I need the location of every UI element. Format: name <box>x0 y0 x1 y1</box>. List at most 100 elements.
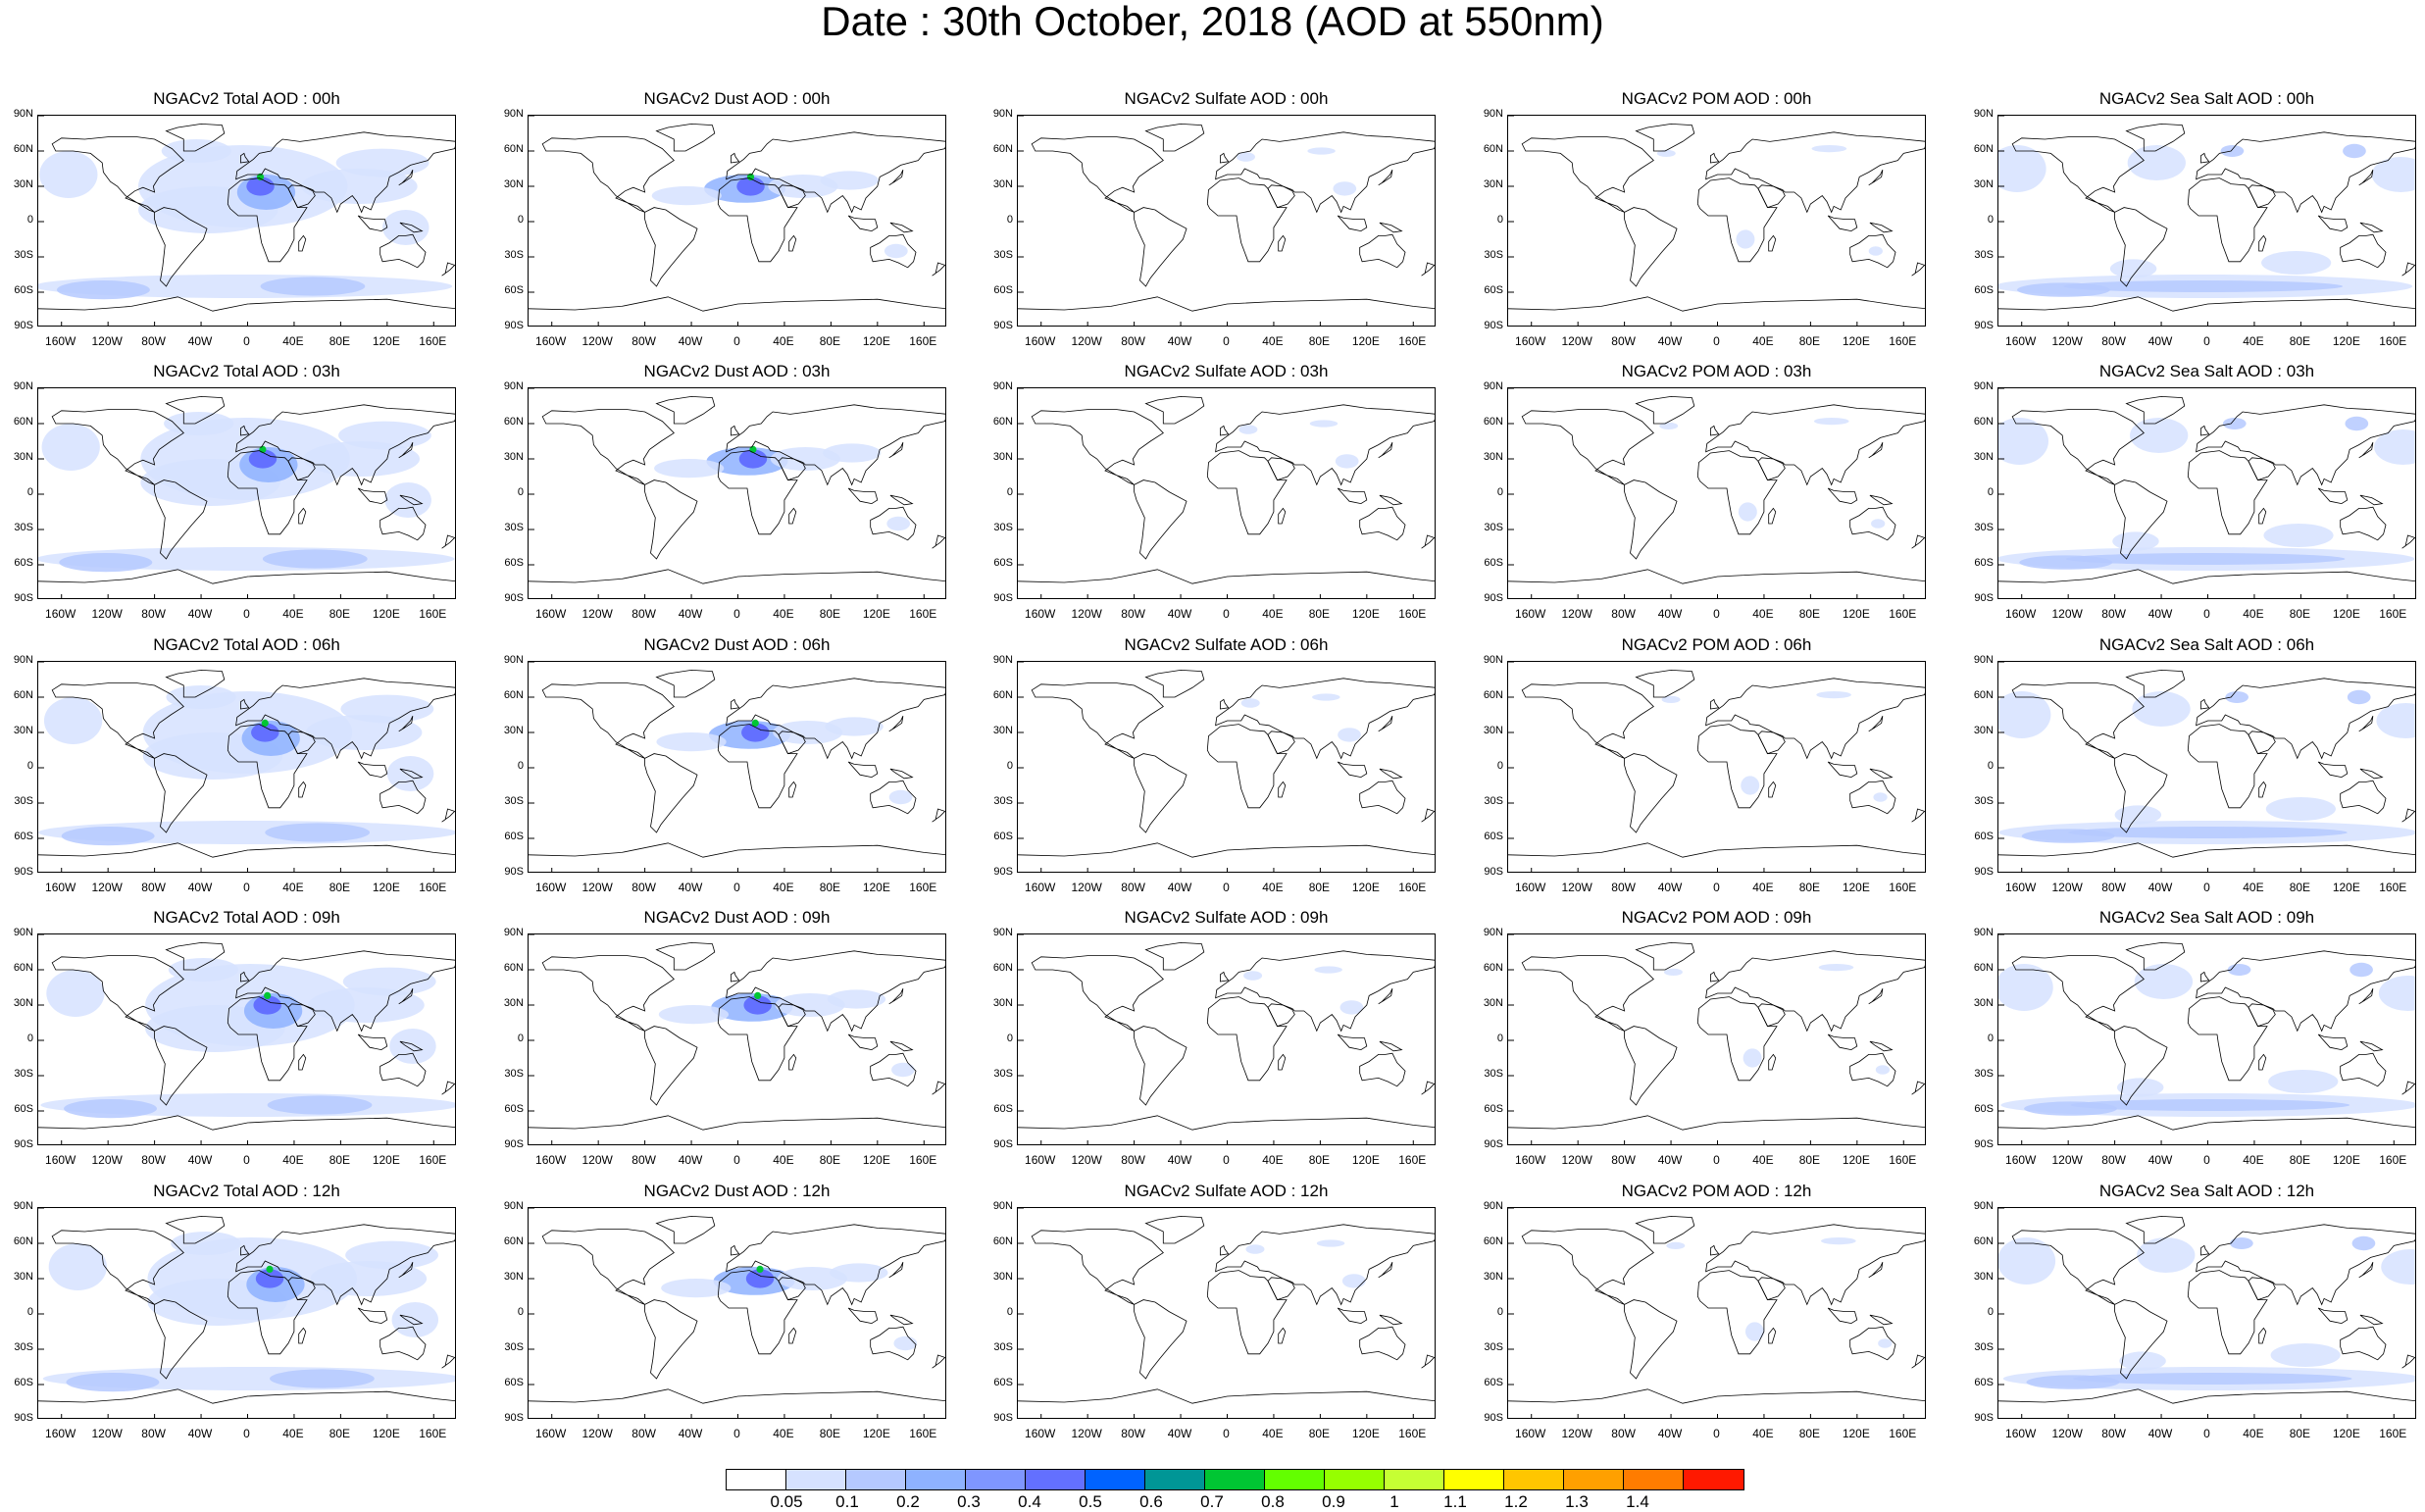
aod-field-patch <box>2371 157 2415 192</box>
coastline <box>778 457 806 481</box>
aod-field-patch <box>310 1261 428 1296</box>
lon-label: 160E <box>1889 334 1917 348</box>
coastline <box>2187 996 2268 1082</box>
aod-field-patch <box>823 443 882 463</box>
coastline <box>1134 1299 1187 1380</box>
world-map <box>1997 387 2416 599</box>
lon-label: 80E <box>2289 334 2311 348</box>
lon-label: 40E <box>1262 607 1284 621</box>
coastline <box>731 971 740 983</box>
map-svg <box>1508 934 1925 1144</box>
map-panel: NGACv2 Sulfate AOD : 12h 90N 60N 30N 0 30S 60S… <box>993 1182 1436 1440</box>
coastline <box>1359 1326 1406 1361</box>
lat-label: 90S <box>993 866 1013 878</box>
coastline <box>1220 698 1230 710</box>
coastline <box>398 442 414 459</box>
aod-field-patch <box>2222 418 2247 429</box>
coastline <box>1378 442 1393 459</box>
coastline <box>441 1081 455 1095</box>
coastline <box>1696 996 1778 1082</box>
lon-label: 160E <box>909 1427 937 1440</box>
lon-label: 80E <box>328 607 351 621</box>
aod-field-patch <box>256 173 265 180</box>
colorbar-swatch <box>1444 1470 1504 1489</box>
lon-label: 120W <box>581 334 613 348</box>
coastline <box>2258 507 2267 525</box>
aod-field-patch <box>2351 1235 2376 1251</box>
lon-label: 120W <box>1561 607 1592 621</box>
coastline <box>731 425 740 436</box>
coastline <box>1868 1262 1884 1279</box>
lat-label: 90S <box>14 1412 33 1424</box>
coastline <box>2317 1307 2349 1325</box>
coastline <box>1267 184 1295 209</box>
panel-title: NGACv2 POM AOD : 06h <box>1621 635 1812 654</box>
coastline <box>1521 1229 1654 1305</box>
lon-label: 40E <box>282 334 304 348</box>
coastline <box>154 207 208 287</box>
coastline <box>357 487 388 505</box>
coastline <box>1869 494 1894 506</box>
coastline <box>1827 487 1858 505</box>
aod-field-patch <box>2019 555 2113 570</box>
coastline <box>2359 1040 2384 1052</box>
coastline <box>287 1277 316 1301</box>
aod-field-patch <box>386 756 434 791</box>
lon-label: 160W <box>2005 1153 2037 1167</box>
lat-label: 0 <box>1496 214 1503 226</box>
aod-field-patch <box>2347 689 2371 705</box>
lat-label: 90N <box>1973 1200 1994 1212</box>
coastline <box>2340 780 2387 815</box>
lon-label: 120W <box>91 1427 123 1440</box>
coastline <box>889 1314 914 1326</box>
lat-label: 60N <box>992 962 1013 974</box>
aod-field-patch <box>1998 691 2051 738</box>
map-svg <box>1508 1208 1925 1418</box>
coastline <box>2340 233 2387 269</box>
lon-label: 40W <box>1657 607 1683 621</box>
coastline <box>227 177 308 263</box>
lon-label: 40E <box>1752 607 1774 621</box>
aod-field-patch <box>1309 420 1339 428</box>
world-map <box>528 115 946 327</box>
coastline <box>541 682 675 759</box>
coastline <box>441 1354 455 1369</box>
lat-label: 0 <box>1987 1306 1994 1318</box>
colorbar-swatch <box>786 1470 846 1489</box>
lat-label: 60N <box>1483 1235 1503 1247</box>
coastline <box>1705 678 1925 760</box>
coastline <box>847 1033 879 1051</box>
aod-field-patch <box>820 171 880 190</box>
coastline <box>870 506 917 541</box>
coastline <box>1031 682 1164 759</box>
lat-label: 90N <box>13 654 33 666</box>
panel-title: NGACv2 Sea Salt AOD : 03h <box>2098 362 2315 380</box>
coastline <box>1379 494 1403 506</box>
lon-label: 160W <box>1025 607 1056 621</box>
aod-field-patch <box>656 732 727 752</box>
world-map <box>37 115 456 327</box>
aod-field-patch <box>168 958 239 982</box>
coastline <box>240 971 250 983</box>
coastline <box>778 1003 806 1028</box>
map-svg <box>1998 934 2415 1144</box>
lon-label: 120W <box>91 1153 123 1167</box>
coastline <box>1849 233 1896 269</box>
map-panel: NGACv2 Total AOD : 06h 90N 60N 30N 0 30S 60S 90… <box>14 635 456 894</box>
lon-label: 160W <box>535 334 567 348</box>
coastline <box>1359 780 1406 815</box>
map-panel: NGACv2 Sulfate AOD : 00h 90N 60N 30N 0 30S 60S… <box>993 89 1436 348</box>
aod-field-patch <box>825 717 884 736</box>
lat-label: 0 <box>1987 760 1994 772</box>
aod-field-patch <box>335 148 429 177</box>
lon-label: 160E <box>1889 1427 1917 1440</box>
coastline <box>529 1115 945 1131</box>
map-svg <box>1508 116 1925 326</box>
lon-label: 0 <box>243 1153 250 1167</box>
lon-label: 40W <box>1167 1153 1192 1167</box>
aod-field-patch <box>2016 282 2110 297</box>
lon-label: 80E <box>1308 1427 1331 1440</box>
world-map <box>37 387 456 599</box>
lon-label: 0 <box>1223 334 1230 348</box>
lon-label: 120W <box>581 607 613 621</box>
